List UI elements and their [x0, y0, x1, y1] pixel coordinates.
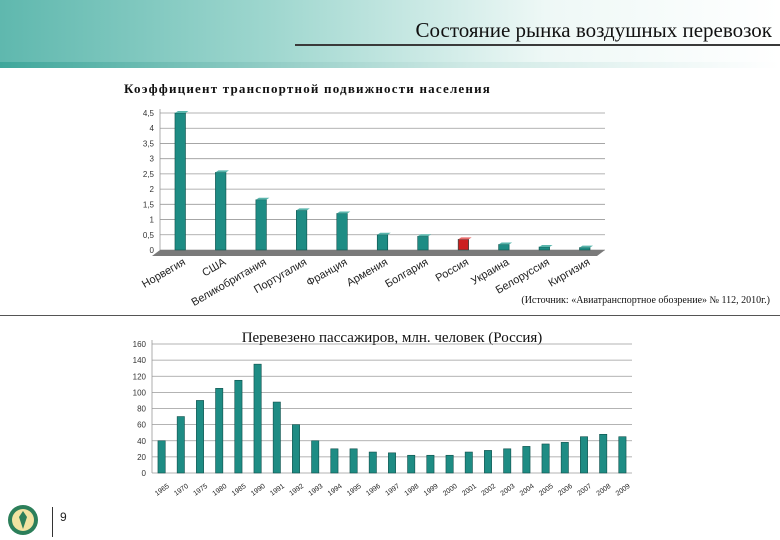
page-number: 9: [60, 510, 67, 524]
x-tick-label: 1995: [346, 483, 363, 498]
chart-title: Коэффициент транспортной подвижности нас…: [124, 81, 491, 96]
x-tick-label: 2006: [557, 483, 574, 498]
y-tick-label: 0: [142, 469, 147, 478]
bar: [253, 363, 262, 474]
y-tick-label: 140: [133, 356, 147, 365]
bar: [426, 454, 435, 474]
x-tick-label: 2004: [519, 483, 536, 498]
x-tick-label: 1965: [154, 483, 171, 498]
bar: [330, 448, 339, 474]
page-number-bar: [52, 507, 53, 537]
y-tick-label: 2: [150, 185, 155, 194]
bar: [618, 436, 627, 474]
x-tick-label: 1990: [250, 483, 267, 498]
x-tick-label: 1985: [231, 483, 248, 498]
bar: [484, 450, 492, 474]
x-tick-label: 1975: [192, 483, 209, 498]
bar: [445, 454, 454, 474]
bar-top: [417, 234, 432, 237]
source-note: (Источник: «Авиатранспортное обозрение» …: [521, 295, 770, 306]
chart-title: Перевезено пассажиров, млн. человек (Рос…: [242, 330, 543, 346]
x-tick-label: 1970: [173, 483, 190, 498]
header-band: [0, 0, 780, 62]
x-tick-label: 1992: [288, 483, 305, 498]
y-tick-label: 1: [150, 216, 155, 225]
bar: [196, 400, 204, 474]
x-tick-label: 2008: [596, 483, 613, 498]
bar: [272, 401, 281, 474]
y-tick-label: 80: [137, 405, 146, 414]
slide-title: Состояние рынка воздушных перевозок: [415, 18, 772, 42]
bar: [349, 448, 358, 474]
bar: [388, 452, 396, 474]
x-tick-label: 1991: [269, 483, 286, 498]
bar-top: [539, 244, 553, 247]
bar: [541, 443, 550, 474]
bar-top: [296, 208, 310, 211]
y-tick-label: 3,5: [143, 139, 155, 148]
y-tick-label: 160: [133, 340, 147, 349]
bar: [580, 436, 588, 474]
bar: [215, 388, 224, 474]
x-tick-label: 2002: [480, 483, 497, 498]
bar: [522, 446, 531, 474]
x-tick-label: 2009: [615, 483, 632, 498]
x-tick-label: 2003: [500, 483, 517, 498]
bar: [599, 433, 608, 474]
x-tick-label: 2007: [576, 483, 593, 498]
bar-top: [377, 232, 391, 235]
header-stripe: [0, 62, 780, 68]
bar: [292, 424, 300, 474]
y-tick-label: 40: [137, 437, 146, 446]
x-tick-label: 1999: [423, 483, 440, 498]
y-tick-label: 2,5: [143, 170, 155, 179]
x-tick-label: 2001: [461, 483, 478, 498]
bar: [503, 448, 512, 474]
bar-top: [336, 211, 351, 214]
bar-top: [215, 170, 229, 173]
x-tick-label: 1993: [308, 483, 325, 498]
x-tick-label: 1994: [327, 483, 344, 498]
y-tick-label: 100: [133, 388, 147, 397]
section-divider: [0, 315, 780, 316]
bar-top: [498, 242, 513, 245]
emblem-icon: [8, 505, 38, 535]
x-tick-label: 1997: [384, 483, 401, 498]
bar: [157, 440, 166, 474]
y-tick-label: 4,5: [143, 109, 155, 118]
bar: [176, 416, 185, 474]
y-tick-label: 60: [137, 421, 146, 430]
x-tick-label: 1998: [404, 483, 421, 498]
bar: [368, 451, 377, 474]
bar-top: [579, 245, 594, 248]
bar: [407, 454, 416, 474]
y-tick-label: 0,5: [143, 231, 155, 240]
bar-top: [255, 197, 270, 200]
bar-top: [458, 237, 472, 240]
y-tick-label: 0: [150, 246, 155, 255]
bar: [234, 379, 243, 474]
y-tick-label: 3: [150, 155, 155, 164]
y-tick-label: 4: [150, 124, 155, 133]
bar: [311, 440, 320, 474]
x-tick-label: 1980: [212, 483, 229, 498]
x-tick-label: 2005: [538, 483, 555, 498]
chart-floor: [152, 250, 605, 256]
y-tick-label: 120: [133, 372, 147, 381]
y-tick-label: 20: [137, 453, 146, 462]
title-underline: [295, 44, 780, 46]
x-tick-label: 1996: [365, 483, 382, 498]
x-tick-label: 2000: [442, 483, 459, 498]
bar: [560, 442, 569, 474]
y-tick-label: 1,5: [143, 200, 155, 209]
bar: [464, 451, 473, 474]
bar-top: [174, 111, 189, 113]
